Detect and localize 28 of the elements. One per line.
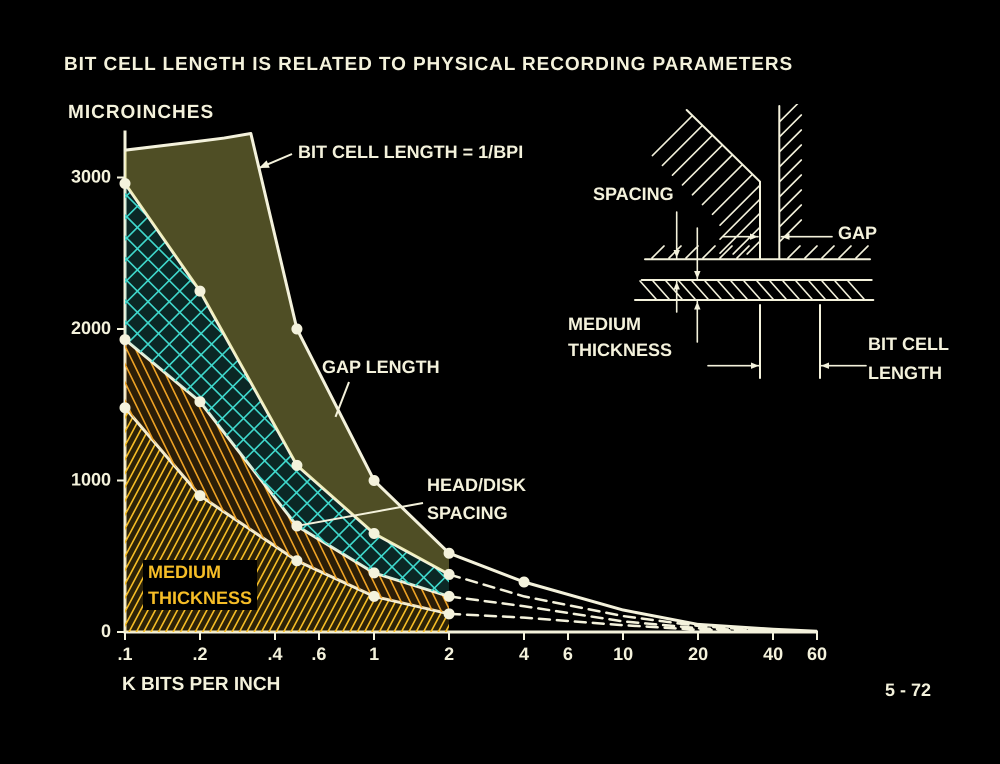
x-tick-label: 60 [806,644,828,664]
x-tick-label: .2 [192,644,208,664]
chart-title: BIT CELL LENGTH IS RELATED TO PHYSICAL RECORDING PARAMETERS [64,54,794,76]
annotation: HEAD/DISK SPACING [427,475,526,523]
x-tick-label: 20 [688,644,708,664]
annotation: MEDIUM THICKNESS [568,313,674,362]
legend-label: BIT CELL LENGTH = 1/BPI [298,142,524,162]
text: GAP [838,223,878,243]
text: 5 - 72 [885,680,932,701]
x-tick-label: .6 [311,644,326,664]
x-tick-label: 4 [519,644,530,664]
x-tick-label: 2 [444,644,454,664]
y-tick-label: 2000 [70,318,111,338]
y-tick-label: 3000 [70,166,111,186]
y-tick-label: 1000 [70,469,111,490]
x-tick-label: .1 [117,644,133,664]
x-tick-label: 6 [562,644,573,664]
x-axis-title: K BITS PER INCH [122,674,280,696]
annotation: GAP LENGTH [322,357,440,377]
annotation: SPACING [593,184,674,205]
text: BIT CELL LENGTH [868,334,949,383]
y-axis-title: MICROINCHES [68,102,214,124]
series-label: MEDIUM THICKNESS [148,562,252,608]
x-tick-label: 40 [763,644,784,664]
x-tick-label: 1 [369,644,380,664]
y-tick-label: 0 [100,620,111,641]
x-tick-label: 10 [613,644,634,664]
x-tick-label: .4 [267,644,282,664]
